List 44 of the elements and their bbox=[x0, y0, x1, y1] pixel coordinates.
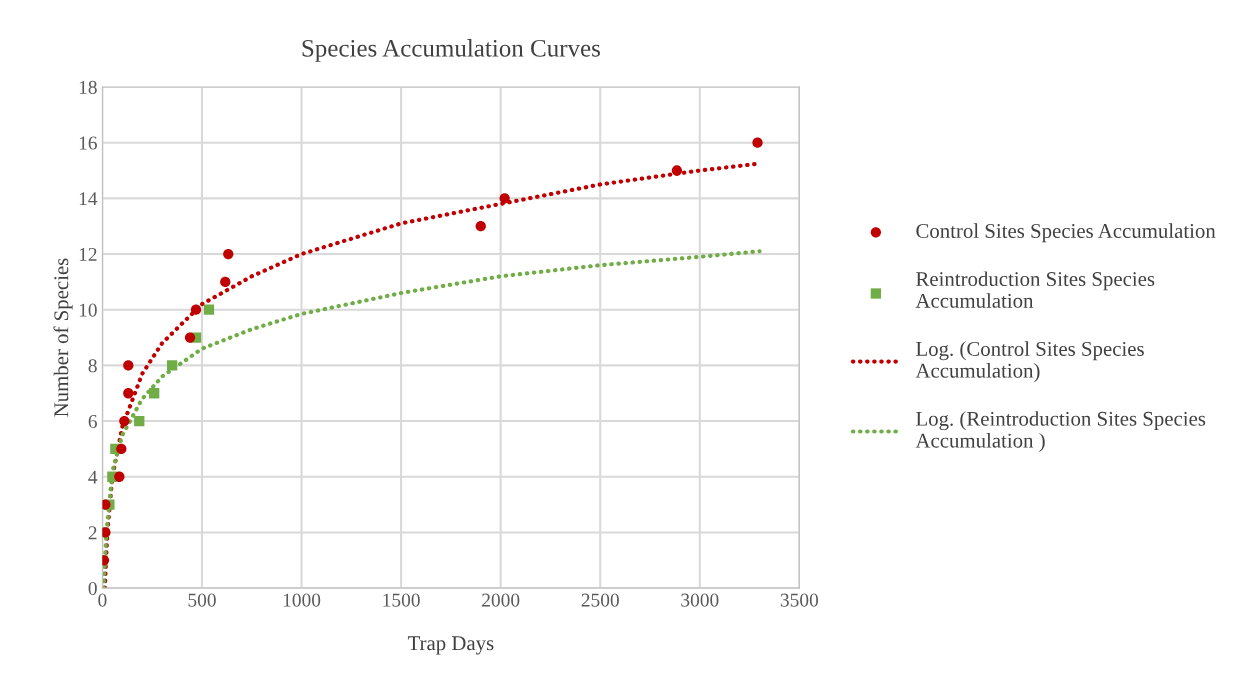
x-tick-label: 0 bbox=[98, 593, 107, 607]
x-tick-label: 500 bbox=[188, 593, 216, 607]
x-axis-title: Trap Days bbox=[407, 636, 494, 655]
point bbox=[223, 248, 234, 260]
point bbox=[203, 304, 215, 315]
y-tick-label: 2 bbox=[88, 526, 97, 540]
x-tick-label: 1000 bbox=[283, 593, 321, 607]
x-tick-label: 2000 bbox=[482, 593, 520, 607]
y-tick-label: 4 bbox=[88, 470, 98, 484]
point bbox=[149, 388, 160, 399]
point bbox=[190, 304, 202, 315]
line-series bbox=[102, 249, 762, 589]
y-tick-label: 16 bbox=[79, 136, 97, 150]
legend-label: Log. (Control Sites Species Accumulation) bbox=[915, 341, 1144, 382]
y-tick-label: 6 bbox=[88, 414, 97, 429]
point bbox=[166, 360, 178, 371]
point bbox=[220, 276, 231, 288]
y-tick-label: 8 bbox=[88, 359, 97, 373]
point bbox=[119, 415, 130, 427]
point bbox=[114, 471, 125, 482]
point bbox=[134, 415, 145, 427]
x-tick-label: 2500 bbox=[581, 593, 619, 607]
point bbox=[123, 360, 134, 371]
point bbox=[671, 165, 683, 176]
point bbox=[123, 388, 134, 399]
legend-label: Reintroduction Sites Species Accumulation bbox=[915, 271, 1155, 308]
x-tick-label: 3000 bbox=[681, 593, 719, 607]
legend-label: Log. (Reintroduction Sites Species Accumulation ) bbox=[915, 411, 1206, 452]
y-tick-label: 14 bbox=[79, 192, 98, 206]
chart-title: Species Accumulation Curves bbox=[302, 39, 600, 62]
y-axis-title: Number of Species bbox=[53, 258, 73, 417]
point bbox=[752, 137, 763, 148]
legend-label: Control Sites Species Accumulation bbox=[916, 223, 1216, 243]
y-tick-label: 0 bbox=[88, 581, 97, 596]
y-tick-label: 12 bbox=[79, 247, 97, 261]
x-tick-label: 1500 bbox=[383, 593, 420, 607]
point bbox=[499, 193, 510, 204]
y-tick-label: 10 bbox=[79, 303, 97, 317]
point bbox=[102, 499, 111, 510]
point bbox=[116, 443, 127, 455]
point bbox=[184, 332, 196, 343]
y-tick-label: 18 bbox=[79, 80, 97, 94]
x-tick-label: 3500 bbox=[780, 593, 819, 607]
point bbox=[475, 221, 486, 232]
